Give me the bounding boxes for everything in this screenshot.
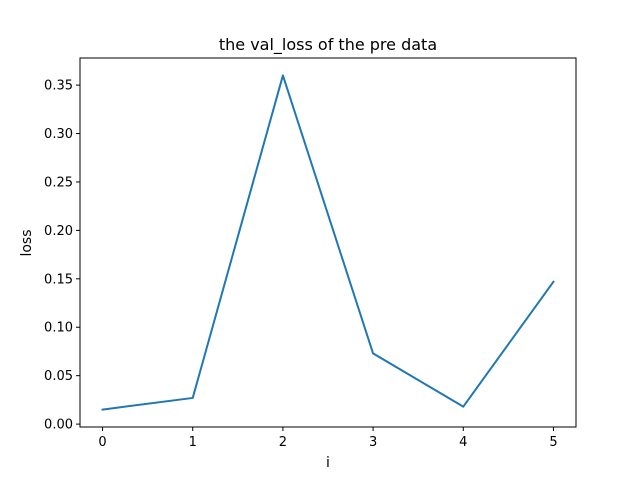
x-tick-label: 2 (279, 435, 287, 450)
plot-area: 0 1 2 3 4 5 0.00 0.05 0.10 0.15 0.20 0.25 0.30 0.35 (44, 74, 558, 450)
x-tick-label: 1 (189, 435, 197, 450)
x-tick-label: 5 (549, 435, 557, 450)
y-tick-label: 0.05 (44, 369, 73, 384)
y-tick-label: 0.35 (44, 79, 73, 94)
chart-title: the val_loss of the pre data (219, 35, 437, 55)
y-tick-label: 0.15 (44, 272, 73, 287)
y-tick-label: 0.10 (44, 321, 73, 336)
y-tick-label: 0.00 (44, 418, 73, 433)
series-line (101, 74, 555, 411)
y-tick-label: 0.20 (44, 224, 73, 239)
x-tick-label: 0 (98, 435, 106, 450)
x-tick-label: 3 (369, 435, 377, 450)
y-axis-label: loss (19, 229, 35, 256)
x-axis-label: i (326, 455, 330, 471)
x-tick-label: 4 (459, 435, 467, 450)
y-tick-label: 0.25 (44, 175, 73, 190)
y-tick-label: 0.30 (44, 127, 73, 142)
plot-frame (79, 57, 577, 428)
